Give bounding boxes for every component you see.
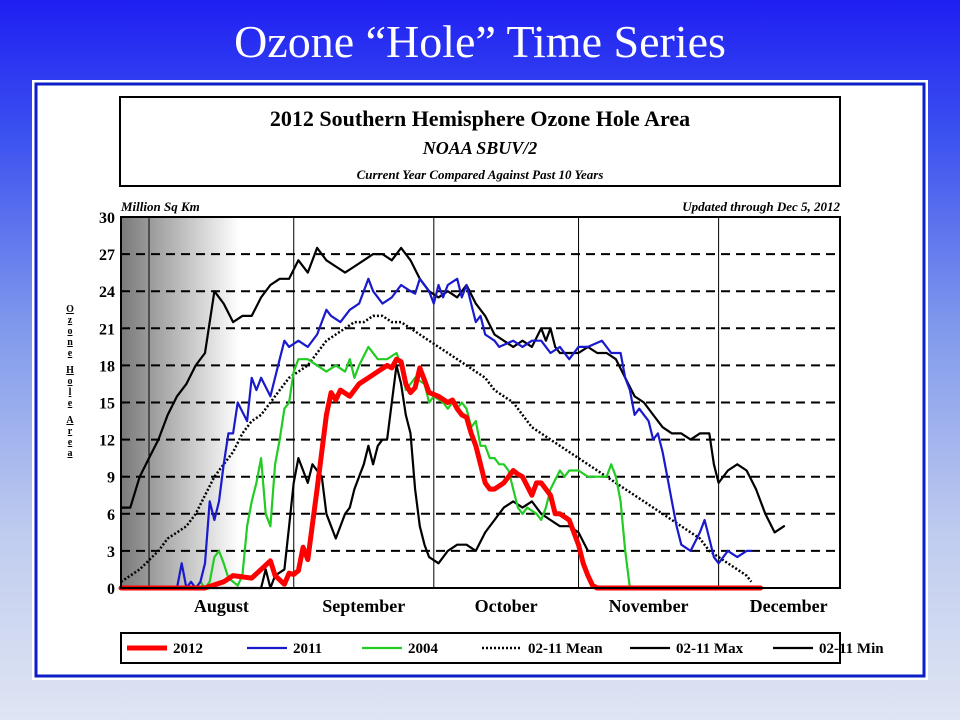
y-axis-letter: a — [68, 448, 73, 459]
series-2011 — [119, 277, 753, 590]
ozone-chart: 2012 Southern Hemisphere Ozone Hole Area… — [34, 82, 926, 678]
y-axis-letter: A — [66, 415, 74, 426]
series-layer — [118, 246, 786, 591]
month-label: October — [475, 596, 538, 616]
y-tick-label: 0 — [107, 581, 115, 598]
y-tick-label: 30 — [99, 210, 115, 227]
legend-label: 02-11 Min — [819, 641, 884, 657]
y-tick-label: 6 — [107, 507, 115, 524]
y-axis-letter: H — [66, 365, 74, 376]
grid-layer — [121, 217, 840, 588]
legend-label: 02-11 Max — [676, 641, 744, 657]
legend-label: 2011 — [293, 641, 322, 657]
y-axis-letter: r — [68, 426, 73, 437]
outer-frame — [34, 82, 926, 678]
y-tick-label: 15 — [99, 396, 115, 413]
y-axis-letter: o — [68, 326, 73, 337]
title-box — [119, 96, 841, 187]
units-label: Million Sq Km — [120, 199, 200, 214]
series-2012 — [118, 356, 764, 591]
y-tick-label: 3 — [107, 544, 115, 561]
y-tick-label: 21 — [99, 321, 115, 338]
legend-label: 2004 — [408, 641, 439, 657]
slide-title: Ozone “Hole” Time Series — [234, 16, 726, 67]
month-label: December — [750, 596, 828, 616]
legend-label: 02-11 Mean — [528, 641, 603, 657]
y-axis-letter: o — [68, 376, 73, 387]
y-tick-label: 24 — [99, 284, 115, 301]
chart-title: 2012 Southern Hemisphere Ozone Hole Area — [270, 106, 690, 131]
month-label: August — [194, 596, 249, 616]
y-tick-label: 27 — [99, 247, 115, 264]
chart-subtitle: NOAA SBUV/2 — [422, 138, 538, 158]
legend-label: 2012 — [173, 641, 203, 657]
updated-label: Updated through Dec 5, 2012 — [682, 199, 840, 214]
y-tick-labels: 0 3 6 9 12 15 18 21 24 27 30 — [99, 210, 115, 598]
plot-border — [120, 216, 841, 589]
month-label: September — [322, 596, 405, 616]
chart-subtitle-2: Current Year Compared Against Past 10 Ye… — [357, 167, 604, 182]
y-tick-label: 12 — [99, 433, 115, 450]
legend-box — [120, 632, 841, 664]
y-axis-letter: n — [67, 337, 73, 348]
month-label: November — [609, 596, 689, 616]
month-labels: August September October November December — [194, 596, 828, 616]
series-02-11-min — [119, 364, 590, 590]
y-tick-label: 18 — [99, 358, 115, 375]
legend: 2012 2011 2004 02-11 Mean 02-11 Max 02-11 Min — [127, 641, 884, 657]
y-axis-letter: l — [69, 387, 72, 398]
y-axis-letter: e — [68, 348, 73, 359]
y-axis-letter: z — [68, 315, 73, 326]
y-axis-letter: O — [66, 304, 74, 315]
y-tick-label: 9 — [107, 470, 115, 487]
y-axis-letter: e — [68, 398, 73, 409]
y-axis-letter: e — [68, 437, 73, 448]
chart-frame: 2012 Southern Hemisphere Ozone Hole Area… — [32, 80, 928, 680]
series-02-11-mean — [120, 314, 753, 583]
